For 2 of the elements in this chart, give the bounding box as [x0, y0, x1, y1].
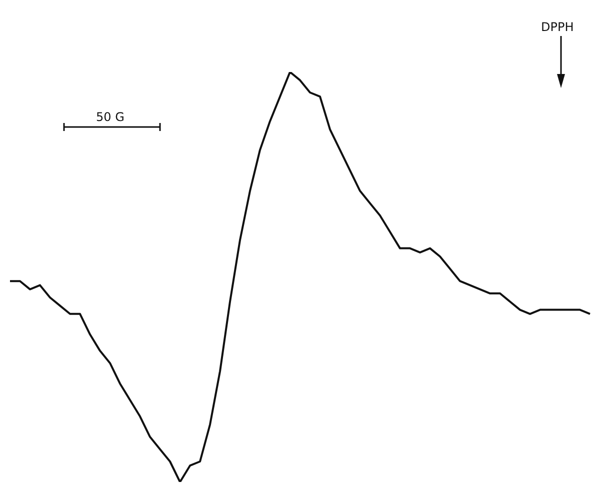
- text: DPPH: [541, 20, 574, 34]
- annotation: 50 G: [96, 110, 124, 124]
